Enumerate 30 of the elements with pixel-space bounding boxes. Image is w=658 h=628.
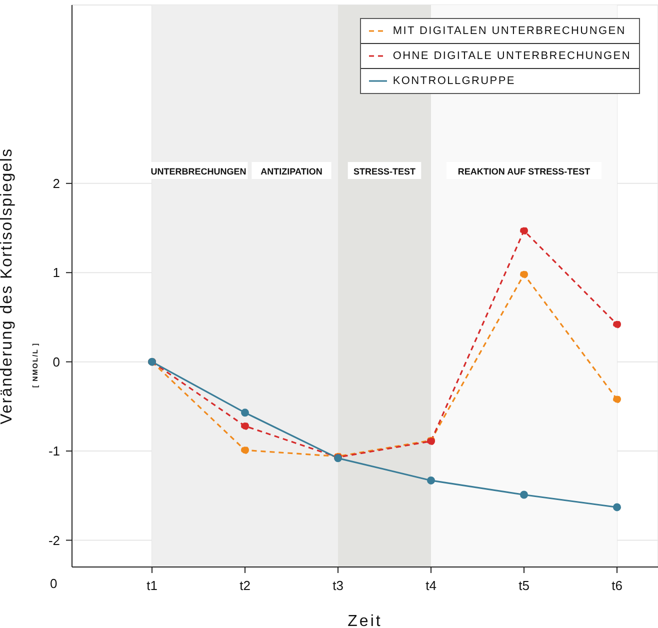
y-tick-label: -2 [48,532,60,548]
legend-label: MIT DIGITALEN UNTERBRECHUNGEN [392,25,626,37]
y-tick-label: -1 [48,444,60,459]
point [241,446,249,454]
point [520,490,528,499]
point [520,270,528,278]
point [613,395,621,404]
band-label: ANTIZIPATION [260,166,322,176]
x-tick-label: t4 [426,578,436,594]
band-label: UNTERBRECHUNGEN [150,166,246,176]
point [241,422,249,430]
point [613,320,621,328]
legend-label: KONTROLLGRUPPE [392,75,516,87]
y-tick-label: 1 [52,265,60,280]
x-tick-label: t5 [518,578,530,594]
x-axis-title: Zeit [348,613,382,628]
x-tick-label: t3 [332,578,344,594]
point [241,408,249,417]
y-axis-title: Veränderung des Kortisolspiegels [0,148,16,424]
x-tick-label: t6 [612,578,622,594]
y-tick-label: 0 [52,354,60,370]
point [613,503,621,512]
point [520,226,528,235]
legend-label: OHNE DIGITALE UNTERBRECHUNGEN [392,50,631,62]
band-label: REAKTION AUF STRESS-TEST [458,166,591,176]
band-label: STRESS-TEST [353,166,416,176]
x-tick-label: t1 [146,578,158,594]
point [427,476,435,484]
x-tick-label: t2 [240,578,250,594]
y-tick-label: 2 [52,176,60,192]
